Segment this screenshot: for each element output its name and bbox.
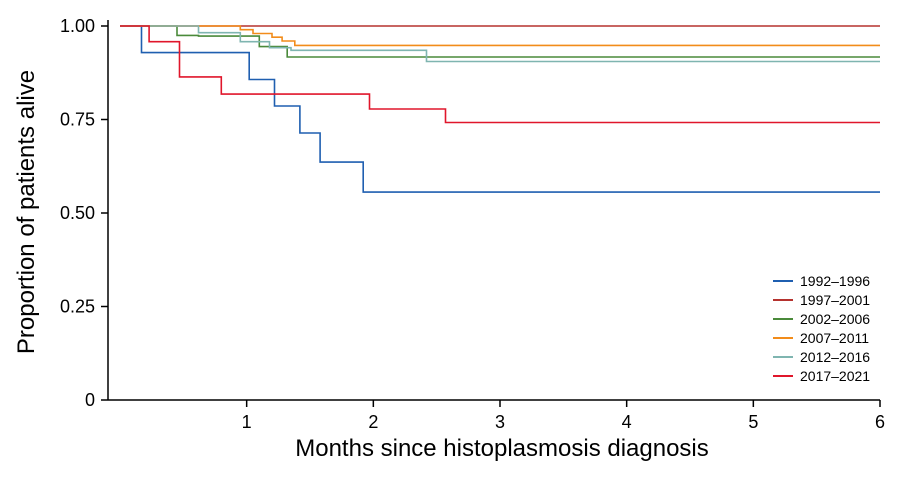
series-line-4 (120, 25, 880, 47)
y-tick-label: 0.50 (60, 203, 95, 223)
x-tick-label: 5 (748, 412, 758, 432)
y-tick-label: 0.75 (60, 110, 95, 130)
series-line-1 (120, 25, 880, 193)
axes: 0 0.25 0.50 0.75 1.00 1 2 3 4 5 6 (60, 16, 885, 432)
plot-area (120, 25, 880, 193)
x-tick-label: 2 (368, 412, 378, 432)
legend-label-5: 2012–2016 (800, 349, 870, 365)
legend: 1992–1996 1997–2001 2002–2006 2007–2011 2012… (773, 273, 870, 384)
y-tick-label: 0.25 (60, 297, 95, 317)
x-tick-label: 1 (242, 412, 252, 432)
x-tick-label: 6 (875, 412, 885, 432)
legend-label-2: 1997–2001 (800, 292, 870, 308)
legend-label-1: 1992–1996 (800, 273, 870, 289)
series-line-3 (120, 25, 880, 58)
legend-label-6: 2017–2021 (800, 368, 870, 384)
x-tick-label: 4 (622, 412, 632, 432)
series-line-6 (120, 25, 880, 124)
legend-label-4: 2007–2011 (800, 330, 869, 346)
x-axis-title: Months since histoplasmosis diagnosis (295, 435, 709, 462)
y-tick-label: 1.00 (60, 16, 95, 36)
legend-label-3: 2002–2006 (800, 311, 870, 327)
y-tick-label: 0 (85, 390, 95, 410)
series-line-5 (120, 25, 880, 63)
x-tick-label: 3 (495, 412, 505, 432)
y-axis-title: Proportion of patients alive (13, 70, 40, 354)
